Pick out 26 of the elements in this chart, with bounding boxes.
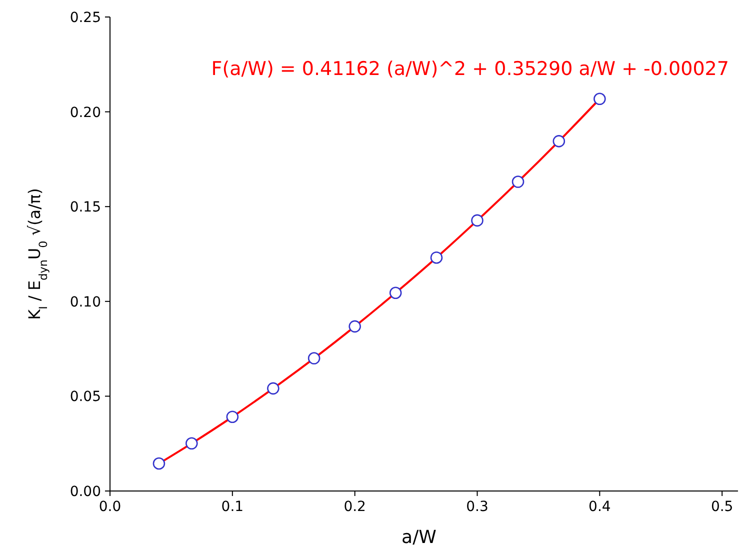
point [389, 286, 402, 300]
point [552, 135, 566, 148]
point [471, 214, 484, 227]
y-tick-label: 0.05 [70, 389, 101, 406]
point [226, 410, 239, 424]
y-tick-label: 0.00 [70, 484, 101, 500]
x-tick-label: 0.3 [466, 499, 488, 515]
y-tick-label: 0.15 [70, 200, 101, 216]
point [430, 251, 443, 264]
y-tick-label: 0.25 [70, 10, 101, 26]
y-tick-label: 0.20 [70, 104, 101, 121]
point [186, 437, 198, 450]
point [348, 320, 361, 333]
y-tick-label: 0.10 [70, 294, 101, 310]
x-tick-label: 0.1 [221, 499, 244, 515]
x-tick-label: 0.5 [710, 499, 734, 515]
point [308, 352, 320, 364]
point [267, 382, 280, 395]
point [152, 457, 166, 470]
x-tick-label: 0.2 [344, 499, 366, 515]
point [512, 176, 524, 188]
x-tick-label: 0.4 [588, 499, 611, 515]
x-axis-title: a/W [402, 527, 437, 548]
annotation: F(a/W) = 0.41162 (a/W)^2 + 0.35290 a/W + -0.00027 [211, 58, 729, 80]
point [594, 92, 606, 106]
x-tick-label: 0.0 [98, 499, 122, 515]
